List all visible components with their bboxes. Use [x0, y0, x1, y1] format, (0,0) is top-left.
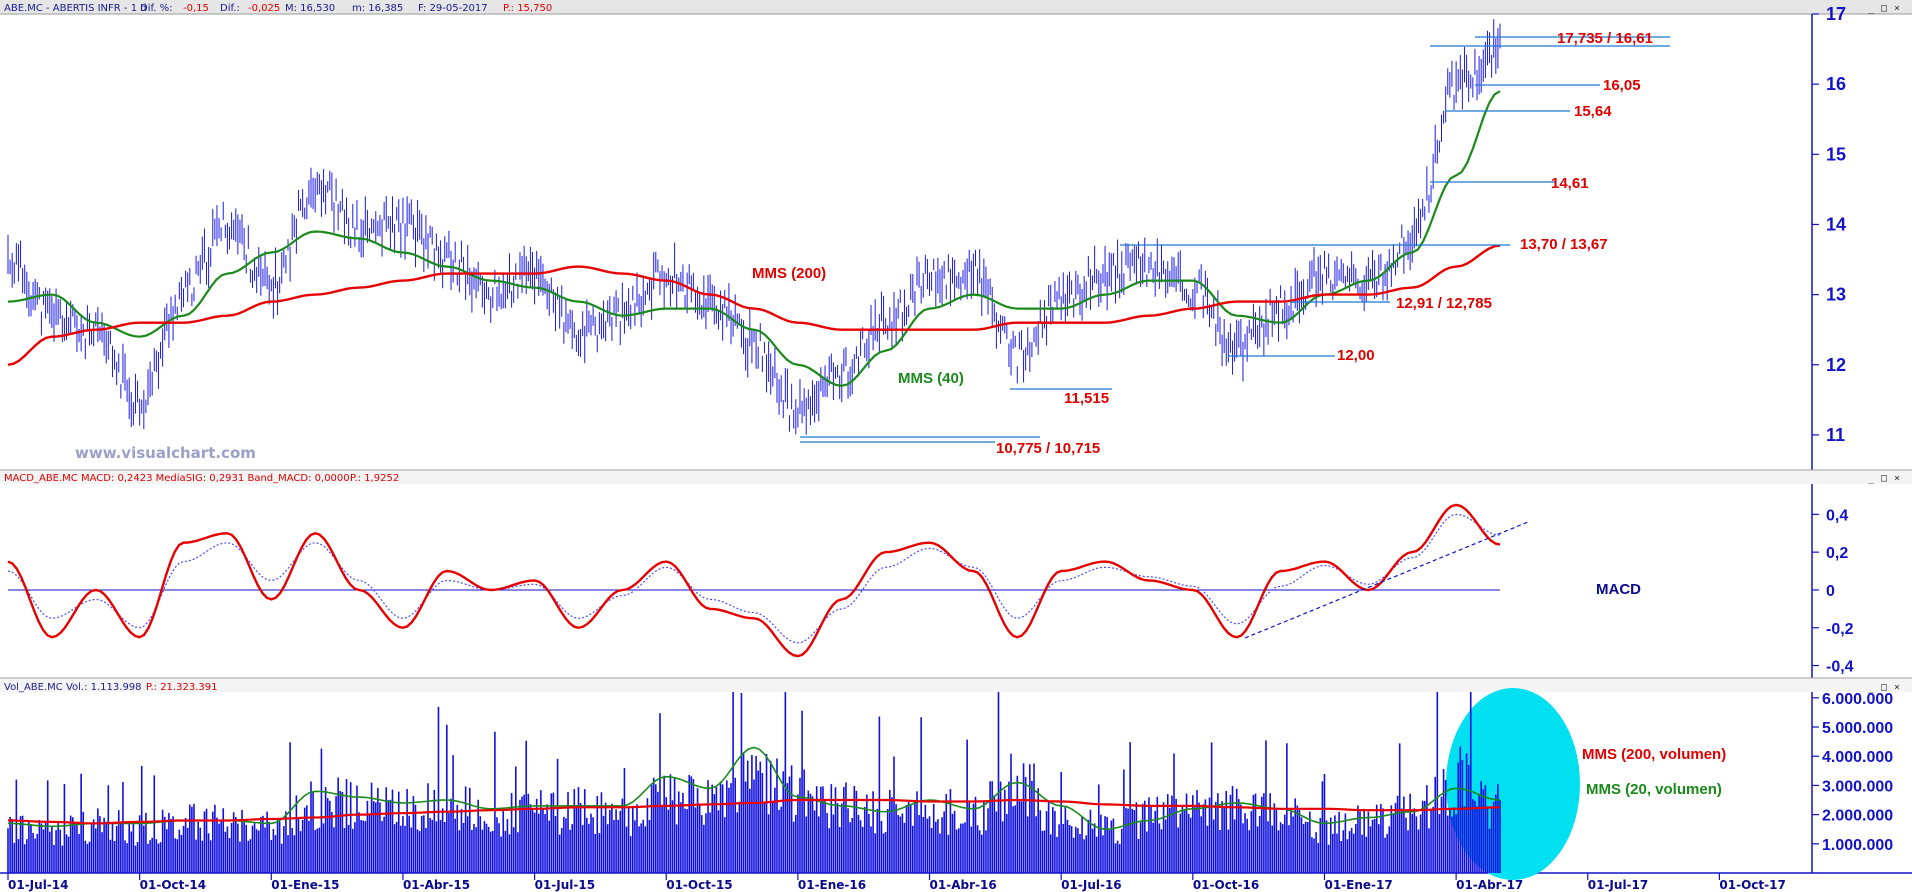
date-axis-tick-label: 01-Jul-16 — [1061, 878, 1121, 892]
close-button[interactable]: × — [1894, 682, 1900, 693]
volume-header-text: Vol_ABE.MC Vol.: 1.113.998 — [4, 682, 142, 693]
macd-header: MACD_ABE.MC MACD: 0,2423 MediaSIG: 0,293… — [4, 473, 399, 484]
volume-axis-tick-label: 4.000.000 — [1822, 749, 1893, 766]
level-label-1461: 14,61 — [1551, 175, 1589, 192]
volume-header: Vol_ABE.MC Vol.: 1.113.998 P.: 21.323.39… — [4, 682, 217, 693]
price-axis-tick-label: 16 — [1826, 74, 1846, 94]
maximize-button[interactable]: □ — [1881, 3, 1887, 14]
level-label-1564: 15,64 — [1574, 103, 1612, 120]
date-axis-tick-label: 01-Jul-15 — [535, 878, 595, 892]
price-header-difpct: -0,15 — [183, 3, 209, 14]
macd-signal-line — [7, 513, 1501, 644]
close-button[interactable]: × — [1894, 3, 1900, 14]
mms200-line — [7, 244, 1501, 366]
window-buttons-volume[interactable]: _ □ × — [1868, 682, 1900, 693]
date-axis-tick-label: 01-Ene-16 — [798, 878, 866, 892]
price-axis-tick-label: 14 — [1826, 214, 1846, 234]
volume-axis-tick-label: 3.000.000 — [1822, 778, 1893, 795]
macd-axis-tick-label: -0,2 — [1826, 621, 1854, 638]
price-header-name: ABE.MC - ABERTIS INFR - 1 d — [4, 3, 147, 14]
date-axis-tick-label: 01-Ene-17 — [1324, 878, 1392, 892]
price-header-dif-label: Dif.: — [220, 3, 240, 14]
date-axis-tick-label: 01-Ene-15 — [271, 878, 339, 892]
price-axis-tick-label: 17 — [1826, 4, 1846, 24]
volume-layer — [7, 692, 1501, 873]
vol200-label: MMS (200, volumen) — [1582, 746, 1726, 763]
price-header: ABE.MC - ABERTIS INFR - 1 d Dif. %: -0,1… — [4, 3, 552, 14]
maximize-button[interactable]: □ — [1881, 682, 1887, 693]
minimize-button[interactable]: _ — [1868, 682, 1875, 693]
level-label-1370: 13,70 / 13,67 — [1520, 236, 1608, 253]
date-axis-tick-label: 01-Oct-15 — [666, 878, 732, 892]
macd-header-p: P.: 1,9252 — [350, 473, 399, 484]
price-header-date: F: 29-05-2017 — [418, 3, 488, 14]
macd-axis-tick-label: 0,4 — [1826, 507, 1848, 524]
watermark: www.visualchart.com — [75, 444, 256, 462]
vol20-label: MMS (20, volumen) — [1586, 781, 1722, 798]
date-axis-tick-label: 01-Oct-14 — [140, 878, 206, 892]
window-buttons-price[interactable]: _ □ × — [1868, 3, 1900, 14]
macd-axis-tick-label: -0,4 — [1826, 659, 1854, 676]
macd-line — [7, 503, 1501, 658]
volume-header-p: P.: 21.323.391 — [146, 682, 217, 693]
price-header-min: m: 16,385 — [352, 3, 403, 14]
date-axis-tick-label: 01-Jul-14 — [8, 878, 68, 892]
mms200-label: MMS (200) — [752, 265, 826, 282]
volume-axis-tick-label: 1.000.000 — [1822, 837, 1893, 854]
axes-layer: 11 12 13 14 15 16 17 -0,4 -0,2 0 0,2 0,4 1.000.000 2.… — [7, 4, 1893, 892]
level-label-1291: 12,91 / 12,785 — [1396, 295, 1492, 312]
macd-layer — [7, 503, 1501, 658]
vol200-line — [8, 798, 1501, 825]
volume-axis-tick-label: 2.000.000 — [1822, 808, 1893, 825]
level-label-1605: 16,05 — [1603, 77, 1641, 94]
price-header-difpct-label: Dif. %: — [140, 3, 173, 14]
vol20-line — [7, 746, 1501, 831]
level-label-11515: 11,515 — [1064, 390, 1109, 407]
minimize-button[interactable]: _ — [1868, 473, 1875, 484]
volume-axis-tick-label: 5.000.000 — [1822, 720, 1893, 737]
macd-label: MACD — [1596, 581, 1641, 598]
maximize-button[interactable]: □ — [1881, 473, 1887, 484]
price-layer — [7, 19, 1501, 435]
date-axis-tick-label: 01-Abr-15 — [403, 878, 470, 892]
date-axis-tick-label: 01-Oct-16 — [1193, 878, 1259, 892]
level-lines — [800, 36, 1670, 443]
close-button[interactable]: × — [1894, 473, 1900, 484]
price-header-last: P.: 15,750 — [503, 3, 552, 14]
price-axis-tick-label: 11 — [1826, 425, 1845, 445]
price-header-dif: -0,025 — [248, 3, 280, 14]
mms40-label: MMS (40) — [898, 370, 964, 387]
level-label-10775: 10,775 / 10,715 — [996, 440, 1100, 457]
annotations: 17,735 / 16,61 16,05 15,64 14,61 13,70 /… — [75, 30, 1726, 798]
macd-axis-tick-label: 0 — [1826, 583, 1835, 600]
date-axis-tick-label: 01-Abr-17 — [1456, 878, 1523, 892]
price-axis-tick-label: 13 — [1826, 285, 1846, 305]
date-axis-tick-label: 01-Abr-16 — [930, 878, 997, 892]
macd-trendline — [1244, 521, 1529, 639]
price-axis-tick-label: 12 — [1826, 355, 1846, 375]
volume-axis-tick-label: 6.000.000 — [1822, 691, 1893, 708]
macd-axis-tick-label: 0,2 — [1826, 545, 1848, 562]
date-axis-tick-label: 01-Jul-17 — [1588, 878, 1648, 892]
macd-header-text: MACD_ABE.MC MACD: 0,2423 MediaSIG: 0,293… — [4, 473, 350, 484]
level-label-17735: 17,735 / 16,61 — [1557, 30, 1653, 47]
mms40-line — [7, 90, 1501, 387]
date-axis-tick-label: 01-Oct-17 — [1719, 878, 1785, 892]
level-label-1200: 12,00 — [1337, 347, 1375, 364]
window-buttons-macd[interactable]: _ □ × — [1868, 473, 1900, 484]
minimize-button[interactable]: _ — [1868, 3, 1875, 14]
price-axis-tick-label: 15 — [1826, 144, 1846, 164]
price-header-max: M: 16,530 — [285, 3, 335, 14]
